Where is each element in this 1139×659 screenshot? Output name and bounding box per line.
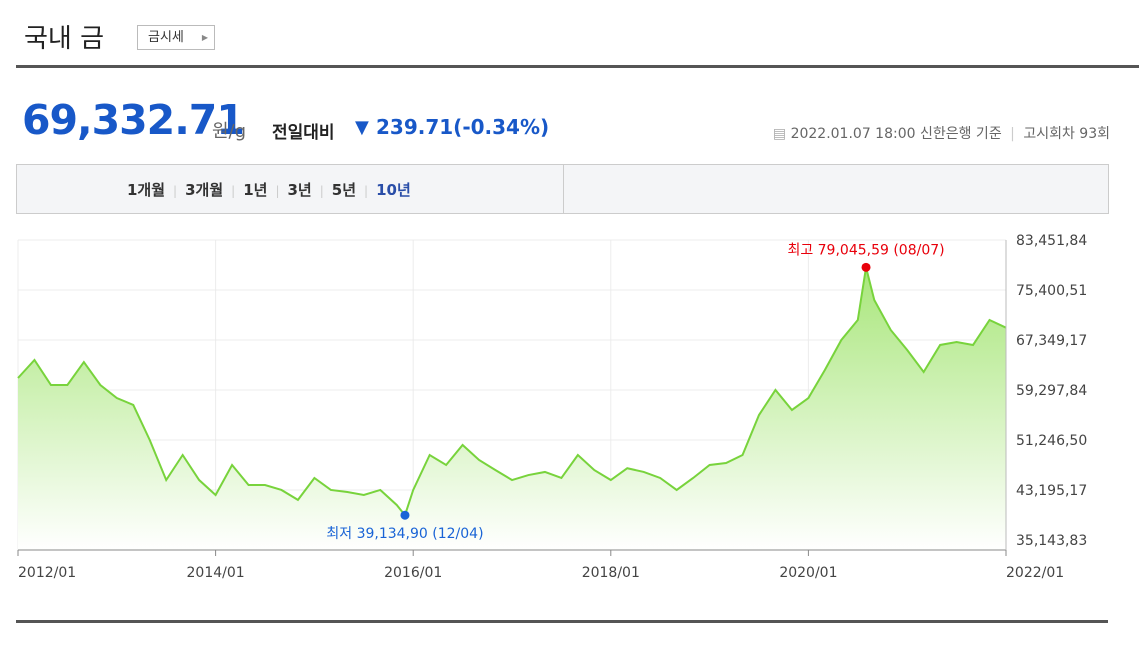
info-round: 고시회차 93회 [1023, 126, 1110, 142]
tab[interactable]: 3년 [287, 181, 312, 199]
y-tick-label: 43,195,17 [1016, 483, 1087, 499]
tab-separator: | [173, 184, 178, 198]
change-value: 239.71(-0.34%) [376, 115, 550, 139]
x-tick-label: 2020/01 [779, 565, 837, 581]
y-tick-label: 67,349,17 [1016, 333, 1087, 349]
tab-bar: 1개월 | 3개월 | 1년 | 3년 | 5년 | 10년 [16, 164, 1109, 214]
price-value: 69,332.71 [22, 96, 245, 144]
low-point [400, 510, 410, 520]
y-tick-label: 51,246,50 [1016, 433, 1087, 449]
price-unit: 원/g [212, 121, 247, 142]
line [17, 267, 1007, 518]
tab[interactable]: 5년 [331, 181, 357, 199]
chart: 35,143,83 43,195,17 51,246,50 59,297,84 67,3… [17, 233, 1087, 581]
tab[interactable]: 3개월 [185, 181, 224, 199]
tab[interactable]: 1년 [243, 181, 268, 199]
high-point [861, 262, 871, 272]
down-arrow: ▼ [355, 117, 369, 138]
low-label: 최저 39,134,90 (12/04) [326, 526, 483, 542]
info: ▤ 2022.01.07 18:00 신한은행 기준 | 고시회차 93회 [772, 126, 1110, 142]
high-label: 최고 79,045,59 (08/07) [787, 242, 944, 258]
x-tick-label: 2012/01 [18, 565, 76, 581]
tab-separator: | [364, 184, 369, 198]
area [18, 267, 1006, 550]
button-label: 금시세 [148, 30, 184, 45]
x-tick-label: 2014/01 [187, 565, 245, 581]
tab-separator: | [319, 184, 324, 198]
tabs: 1개월 | 3개월 | 1년 | 3년 | 5년 | 10년 [127, 179, 411, 200]
y-tick-label: 35,143,83 [1016, 533, 1087, 549]
tab-separator: | [275, 184, 280, 198]
page-title: 국내 금 [24, 24, 105, 54]
tab-divider [563, 165, 564, 213]
info-source: 2022.01.07 18:00 신한은행 기준 [790, 126, 1002, 142]
x-tick-label: 2018/01 [582, 565, 640, 581]
divider [16, 620, 1108, 623]
y-tick-label: 75,400,51 [1016, 283, 1087, 299]
y-tick-label: 59,297,84 [1016, 383, 1087, 399]
change-label: 전일대비 [272, 123, 335, 143]
x-tick-label: 2022/01 [1006, 565, 1064, 581]
tab[interactable]: 1개월 [127, 181, 166, 199]
y-tick-label: 83,451,84 [1016, 233, 1087, 249]
calendar-icon: ▤ [772, 126, 787, 142]
tab-separator: | [231, 184, 236, 198]
gold-button[interactable]: 금시세 ▶ [137, 25, 215, 50]
x-tick-label: 2016/01 [384, 565, 442, 581]
tab[interactable]: 10년 [376, 181, 411, 199]
divider [16, 65, 1139, 68]
